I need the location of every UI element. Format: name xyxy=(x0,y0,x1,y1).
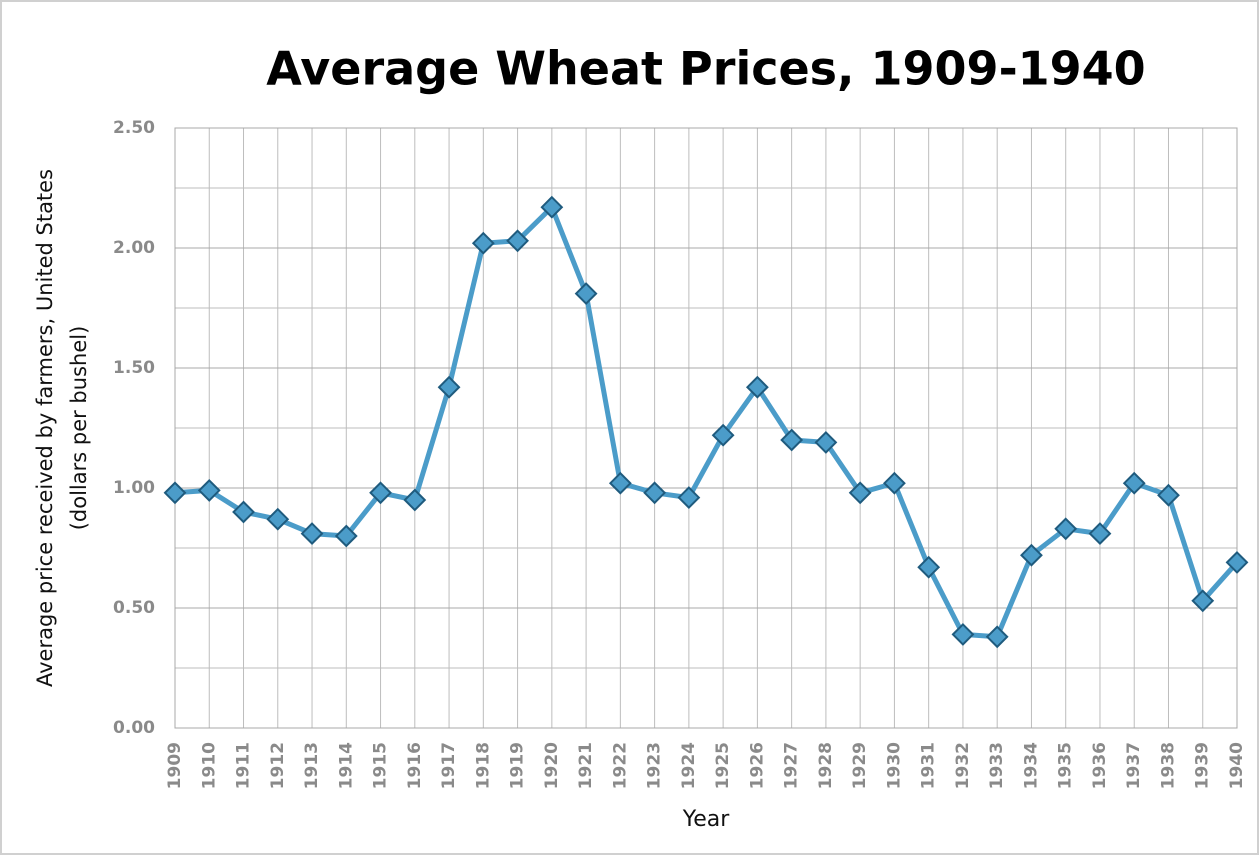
marker xyxy=(266,507,290,531)
marker xyxy=(608,471,632,495)
x-axis-label: Year xyxy=(682,807,731,832)
x-tick-label: 1930 xyxy=(884,742,904,789)
x-tick-label: 1934 xyxy=(1021,742,1041,789)
x-tick-label: 1911 xyxy=(234,742,254,789)
marker xyxy=(814,430,838,454)
marker xyxy=(848,481,872,505)
marker xyxy=(677,486,701,510)
x-tick-label: 1917 xyxy=(439,742,459,789)
marker xyxy=(163,481,187,505)
x-tick-label: 1929 xyxy=(850,742,870,789)
marker xyxy=(780,428,804,452)
marker xyxy=(1054,517,1078,541)
x-tick-label: 1922 xyxy=(610,742,630,789)
y-tick-label: 1.50 xyxy=(113,358,155,378)
marker xyxy=(471,231,495,255)
marker xyxy=(985,625,1009,649)
marker xyxy=(197,478,221,502)
y-tick-label: 2.00 xyxy=(113,238,155,258)
x-tick-label: 1912 xyxy=(268,742,288,789)
y-tick-label: 0.50 xyxy=(113,598,155,618)
x-tick-label: 1935 xyxy=(1056,742,1076,789)
marker xyxy=(403,488,427,512)
x-tick-label: 1919 xyxy=(508,742,528,789)
y-axis-label: Average price received by farmers, Unite… xyxy=(33,169,57,687)
marker xyxy=(917,555,941,579)
marker xyxy=(334,524,358,548)
x-tick-label: 1924 xyxy=(679,742,699,789)
x-tick-label: 1925 xyxy=(713,742,733,789)
marker xyxy=(540,195,564,219)
marker xyxy=(300,522,324,546)
marker xyxy=(745,375,769,399)
x-tick-label: 1910 xyxy=(199,742,219,789)
marker xyxy=(232,500,255,524)
x-tick-label: 1940 xyxy=(1227,742,1247,789)
marker xyxy=(1020,543,1043,567)
x-tick-label: 1916 xyxy=(405,742,425,789)
y-tick-label: 1.00 xyxy=(113,478,155,498)
x-tick-label: 1914 xyxy=(336,742,356,789)
marker xyxy=(883,471,906,495)
x-tick-label: 1933 xyxy=(987,742,1007,789)
x-tick-label: 1938 xyxy=(1158,742,1178,789)
plot-border xyxy=(174,127,1238,729)
marker xyxy=(369,481,392,505)
x-tick-label: 1923 xyxy=(645,742,665,789)
x-tick-label: 1936 xyxy=(1090,742,1110,789)
x-tick-label: 1921 xyxy=(576,742,596,789)
marker xyxy=(574,282,598,306)
x-tick-label: 1928 xyxy=(816,742,836,789)
x-tick-label: 1920 xyxy=(542,742,562,789)
y-tick-label: 2.50 xyxy=(113,118,155,138)
marker xyxy=(1088,522,1112,546)
x-tick-label: 1909 xyxy=(165,742,185,789)
y-axis-label: (dollars per bushel) xyxy=(67,326,91,531)
marker xyxy=(951,622,975,646)
chart-title: Average Wheat Prices, 1909-1940 xyxy=(266,42,1145,96)
x-tick-label: 1915 xyxy=(371,742,391,789)
marker xyxy=(506,229,529,253)
x-tick-label: 1932 xyxy=(953,742,973,789)
x-tick-label: 1913 xyxy=(302,742,322,789)
marker xyxy=(711,423,735,447)
x-tick-label: 1918 xyxy=(473,742,493,789)
x-tick-label: 1937 xyxy=(1124,742,1144,789)
x-tick-label: 1926 xyxy=(747,742,767,789)
marker xyxy=(643,481,667,505)
x-tick-label: 1927 xyxy=(782,742,802,789)
marker xyxy=(437,375,461,399)
y-tick-label: 0.00 xyxy=(113,718,155,738)
marker xyxy=(1191,589,1215,613)
x-tick-label: 1931 xyxy=(919,742,939,789)
marker xyxy=(1225,550,1249,574)
marker xyxy=(1157,483,1180,507)
x-tick-label: 1939 xyxy=(1193,742,1213,789)
marker xyxy=(1122,471,1146,495)
